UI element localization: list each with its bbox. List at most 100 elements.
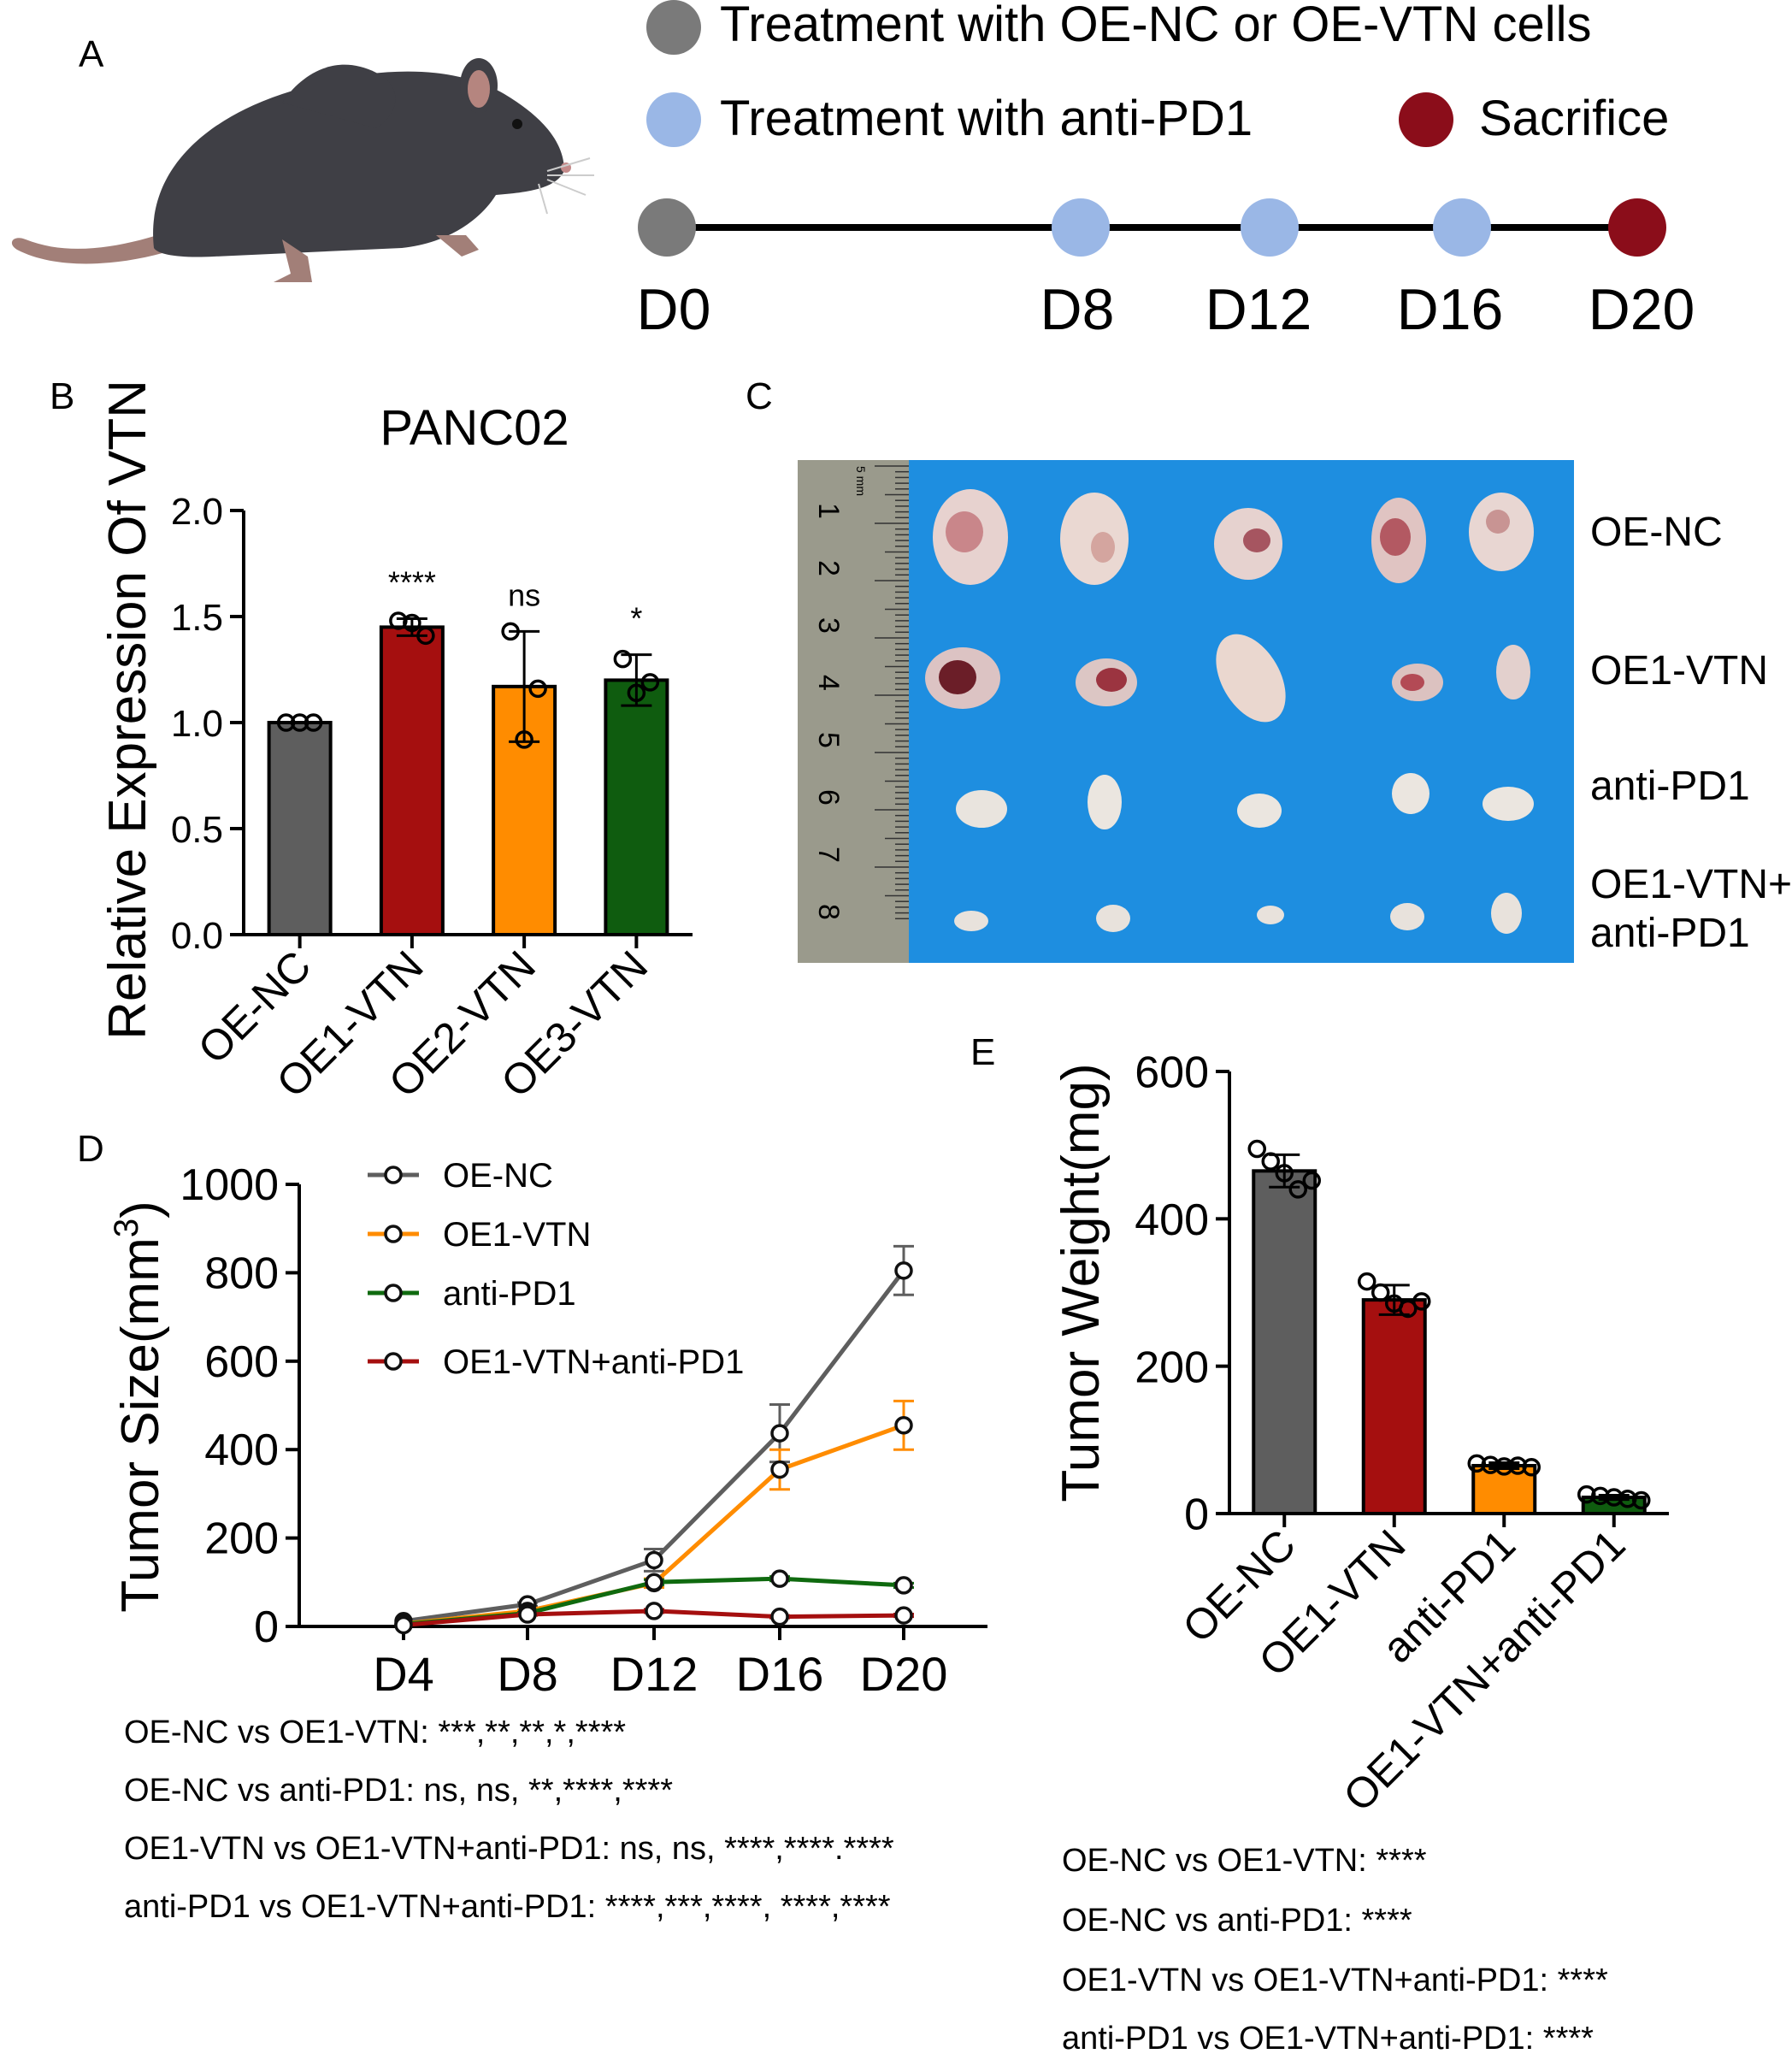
x-tick-label: D12 [610,1647,699,1701]
data-point [894,1576,913,1595]
timeline-label-d20: D20 [1589,277,1695,342]
timeline-dot-d20 [1608,198,1666,257]
stat-line: OE-NC vs OE1-VTN: **** [1062,1843,1427,1879]
data-point [1412,1292,1431,1311]
data-point [1302,1171,1321,1190]
data-point [515,730,533,749]
ruler-number: 3 [812,617,845,634]
series-line [403,1423,905,1626]
chart-d-ylabel-sup: 3 [108,1219,145,1237]
photo-row-label: anti-PD1 [1590,911,1750,956]
panel-d-label: D [77,1128,104,1170]
data-point [1467,1454,1486,1473]
chart-b: PANC02 Relative Expression Of VTN 0.0 0.5… [98,380,693,1107]
data-point [1605,1488,1624,1507]
ruler-number: 8 [812,904,845,920]
data-point [1247,1139,1266,1159]
ruler-number: 6 [812,789,845,806]
ruler-number: 1 [812,503,845,519]
stat-line: OE-NC vs anti-PD1: ns, ns, **,****,**** [124,1773,673,1809]
ruler-unit: 5 mm [854,466,868,496]
data-point [528,679,547,699]
data-point [1481,1455,1500,1474]
y-tick-label: 200 [204,1514,279,1564]
timeline-label-d8: D8 [1040,277,1115,342]
ruler-ticks [875,465,909,920]
panel-b-label: B [50,375,74,417]
legend-label: anti-PD1 [443,1275,576,1313]
bar [1252,1169,1317,1515]
significance-label: ns [508,577,540,612]
chart-e-ylabel: Tumor Weight(mg) [1052,1063,1111,1502]
timeline-label-d16: D16 [1397,277,1504,342]
data-point [627,683,646,703]
panel-a-legend: Treatment with OE-NC or OE-VTN cells Tre… [646,0,1669,147]
legend-dot-treatment-cells [646,0,701,55]
data-point [276,713,296,732]
ruler-number: 5 [812,732,845,748]
data-point [645,1573,663,1592]
legend-label: OE-NC [443,1157,553,1195]
photo-row-label: OE-NC [1590,510,1723,555]
legend-dot-anti-pd1 [646,92,701,147]
data-point [770,1607,789,1626]
tumor-photo: 5 mm 1 2 3 4 5 6 7 8 [798,460,1792,963]
legend-dot-sacrifice [1399,92,1453,147]
data-point [1591,1486,1610,1506]
timeline-dot-d12 [1241,198,1299,257]
chart-d-ylabel-end: ) [111,1201,170,1219]
timeline-label-d12: D12 [1205,277,1312,342]
panel-a-label: A [79,33,104,75]
ruler-numbers: 1 2 3 4 5 6 7 8 [812,503,845,920]
data-point [1494,1457,1513,1476]
mouse-illustration [11,58,594,282]
ruler-number: 2 [812,560,845,576]
stat-line: OE1-VTN vs OE1-VTN+anti-PD1: **** [1062,1963,1608,1998]
photo-row-label: anti-PD1 [1590,764,1750,809]
data-point [1371,1283,1390,1302]
bar [1361,1298,1427,1516]
panel-e-label: E [970,1031,995,1073]
chart-b-title: PANC02 [380,400,569,456]
bar [379,625,445,937]
panel-c-label: C [746,375,773,417]
data-point [1275,1164,1294,1183]
data-point [290,713,309,732]
stat-line: OE-NC vs anti-PD1: **** [1062,1903,1412,1939]
stat-line: anti-PD1 vs OE1-VTN+anti-PD1: ****,***,*… [124,1889,891,1925]
legend-label: OE1-VTN [443,1216,591,1254]
y-tick-label: 0.0 [171,915,223,957]
tumor-row-oe1-vtn-anti-pd1 [954,893,1522,934]
data-point [1261,1152,1280,1171]
legend-marker [384,1166,403,1184]
y-tick-label: 600 [204,1337,279,1387]
ruler-number: 7 [812,847,845,863]
legend-marker [384,1284,403,1302]
photo-row-label: OE1-VTN [1590,648,1768,694]
chart-b-ylabel: Relative Expression Of VTN [98,380,157,1040]
timeline-dot-d8 [1052,198,1110,257]
tumor-photo-background [798,460,1574,963]
y-tick-label: 400 [204,1425,279,1475]
y-tick-label: 600 [1135,1048,1209,1098]
tumor-row-anti-pd1 [956,773,1534,829]
y-tick-label: 0 [1184,1490,1209,1540]
y-tick-label: 1000 [180,1160,279,1210]
stat-line: OE1-VTN vs OE1-VTN+anti-PD1: ns, ns, ***… [124,1831,894,1867]
legend-text-treatment-cells: Treatment with OE-NC or OE-VTN cells [720,0,1591,52]
bar [604,678,669,937]
stat-line: OE-NC vs OE1-VTN: ***,**,**,*,**** [124,1715,626,1750]
timeline-dot-d0 [638,198,696,257]
timeline: D0 D8 D12 D16 D20 [637,198,1695,342]
data-point [640,673,660,692]
data-point [894,1261,913,1280]
data-point [403,613,421,633]
chart-d-ylabel-main: Tumor Size(mm [111,1237,170,1613]
x-tick-label: D20 [860,1647,948,1701]
tumor-row-oe1-vtn [925,634,1530,723]
data-point [1399,1299,1418,1319]
timeline-label-d0: D0 [637,277,711,342]
bar [267,721,333,936]
data-point [501,622,520,641]
